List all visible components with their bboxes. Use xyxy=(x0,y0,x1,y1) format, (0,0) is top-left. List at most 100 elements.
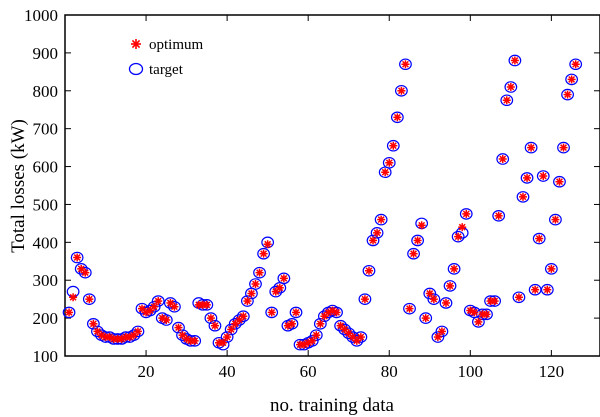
target-point xyxy=(249,278,262,290)
optimum-point xyxy=(433,333,442,342)
optimum-point xyxy=(259,249,268,258)
target-point xyxy=(427,293,441,305)
optimum-point xyxy=(498,154,507,163)
legend: optimum target xyxy=(128,37,204,78)
target-point xyxy=(447,263,461,275)
optimum-point xyxy=(190,336,199,345)
target-point xyxy=(374,213,388,226)
y-tick-label: 700 xyxy=(33,120,59,139)
target-point xyxy=(496,153,510,165)
optimum-point xyxy=(292,308,301,317)
optimum-point xyxy=(393,113,402,122)
optimum-point xyxy=(563,90,572,99)
optimum-point xyxy=(81,268,90,277)
target-point xyxy=(74,263,88,275)
y-tick-label: 300 xyxy=(33,271,59,290)
optimum-point xyxy=(360,295,369,304)
target-point xyxy=(569,58,583,71)
x-axis-label: no. training data xyxy=(270,395,395,416)
target-point xyxy=(317,310,331,323)
optimum-point xyxy=(202,300,211,309)
optimum-point xyxy=(129,331,138,340)
target-point xyxy=(403,302,416,315)
optimum-point xyxy=(287,319,296,328)
optimum-point xyxy=(559,143,568,152)
target-point xyxy=(443,280,457,292)
optimum-point xyxy=(531,285,540,294)
optimum-point xyxy=(223,333,232,342)
optimum-series xyxy=(65,56,580,349)
target-point xyxy=(236,310,250,323)
target-point xyxy=(431,331,445,343)
y-tick-label: 400 xyxy=(33,233,59,252)
optimum-point xyxy=(377,215,386,224)
optimum-point xyxy=(510,56,519,65)
optimum-point xyxy=(356,333,365,342)
y-axis-label: Total losses (kW) xyxy=(8,119,29,253)
optimum-point xyxy=(539,172,548,181)
optimum-point xyxy=(170,302,179,311)
optimum-point xyxy=(332,308,341,317)
target-point xyxy=(472,316,485,328)
target-point xyxy=(435,325,449,338)
optimum-point xyxy=(255,268,264,277)
optimum-point xyxy=(421,314,430,323)
target-point xyxy=(228,317,242,330)
target-point xyxy=(78,266,92,279)
optimum-point xyxy=(369,236,378,245)
target-point xyxy=(224,323,238,336)
target-point xyxy=(131,325,145,338)
target-point xyxy=(459,208,473,220)
optimum-point xyxy=(243,297,252,306)
legend-optimum-marker xyxy=(131,39,141,49)
optimum-point xyxy=(397,86,406,95)
target-series xyxy=(62,54,583,351)
target-point xyxy=(508,54,522,67)
optimum-point xyxy=(154,297,163,306)
optimum-point xyxy=(470,308,479,317)
target-point xyxy=(536,170,550,182)
optimum-point xyxy=(385,158,394,167)
y-tick-label: 900 xyxy=(33,44,59,63)
optimum-point xyxy=(417,221,426,230)
optimum-point xyxy=(239,312,248,321)
target-point xyxy=(399,58,412,71)
optimum-point xyxy=(441,298,450,307)
optimum-point xyxy=(543,285,552,294)
y-tick-label: 1000 xyxy=(24,6,58,25)
target-point xyxy=(395,84,408,97)
optimum-point xyxy=(490,297,499,306)
target-point xyxy=(232,314,246,326)
optimum-point xyxy=(247,289,256,298)
target-point xyxy=(269,285,283,298)
legend-target-label: target xyxy=(149,62,184,78)
optimum-point xyxy=(275,283,284,292)
target-point xyxy=(419,312,433,324)
optimum-point xyxy=(312,331,321,340)
optimum-point xyxy=(482,310,491,319)
target-point xyxy=(338,323,352,336)
x-tick-label: 40 xyxy=(219,362,236,381)
optimum-point xyxy=(381,168,390,177)
optimum-point xyxy=(210,321,219,330)
optimum-point xyxy=(494,211,503,220)
target-point xyxy=(350,335,364,347)
optimum-point xyxy=(454,232,463,241)
optimum-point xyxy=(555,177,564,186)
target-point xyxy=(411,234,425,247)
target-point xyxy=(561,88,574,101)
x-tick-label: 120 xyxy=(539,362,565,381)
legend-target-marker xyxy=(128,62,144,76)
target-point xyxy=(289,306,303,319)
optimum-point xyxy=(279,274,288,283)
optimum-point xyxy=(389,141,398,150)
optimum-point xyxy=(518,192,527,201)
optimum-point xyxy=(219,338,228,347)
target-point xyxy=(82,293,96,305)
optimum-point xyxy=(514,293,523,302)
target-point xyxy=(557,141,570,154)
optimum-point xyxy=(401,60,410,69)
target-point xyxy=(382,156,396,169)
optimum-point xyxy=(571,60,580,69)
